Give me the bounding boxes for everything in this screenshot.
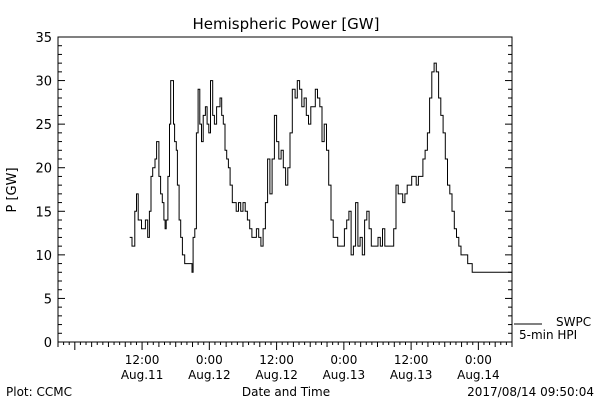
x-tick-date-label: Aug.13: [390, 368, 433, 382]
legend: SWPC 5-min HPI: [514, 315, 591, 342]
x-tick-date-label: Aug.12: [255, 368, 298, 382]
y-tick-label: 25: [35, 118, 52, 133]
x-tick-date-label: Aug.14: [457, 368, 500, 382]
x-tick-time-label: 12:00: [394, 353, 429, 367]
legend-label-swpc: SWPC: [556, 315, 591, 329]
plot-credit: Plot: CCMC: [6, 385, 72, 399]
y-tick-label: 5: [44, 292, 52, 307]
x-axis-label: Date and Time: [242, 385, 330, 399]
x-axis: 12:00Aug.110:00Aug.1212:00Aug.120:00Aug.…: [57, 342, 513, 382]
hpi-series-line: [129, 62, 512, 273]
x-tick-date-label: Aug.11: [121, 368, 164, 382]
y-tick-label: 0: [44, 336, 52, 351]
legend-label-hpi: 5-min HPI: [519, 328, 577, 342]
x-tick-time-label: 0:00: [465, 353, 492, 367]
y-axis: 0 5 10 15 20 25 30 35: [35, 31, 512, 351]
y-tick-label: 20: [35, 162, 52, 177]
x-tick-time-label: 12:00: [259, 353, 294, 367]
plot-timestamp: 2017/08/14 09:50:04: [467, 385, 594, 399]
y-tick-label: 30: [35, 75, 52, 90]
x-tick-time-label: 0:00: [196, 353, 223, 367]
x-tick-date-label: Aug.12: [188, 368, 231, 382]
y-axis-label: P [GW]: [5, 167, 20, 212]
plot-frame: [57, 36, 513, 343]
x-tick-time-label: 12:00: [125, 353, 160, 367]
x-tick-date-label: Aug.13: [323, 368, 366, 382]
chart-title: Hemispheric Power [GW]: [193, 15, 380, 33]
x-tick-time-label: 0:00: [330, 353, 357, 367]
y-tick-label: 10: [35, 249, 52, 264]
series-layer: [129, 62, 512, 273]
y-tick-label: 35: [35, 31, 52, 46]
y-tick-label: 15: [35, 205, 52, 220]
